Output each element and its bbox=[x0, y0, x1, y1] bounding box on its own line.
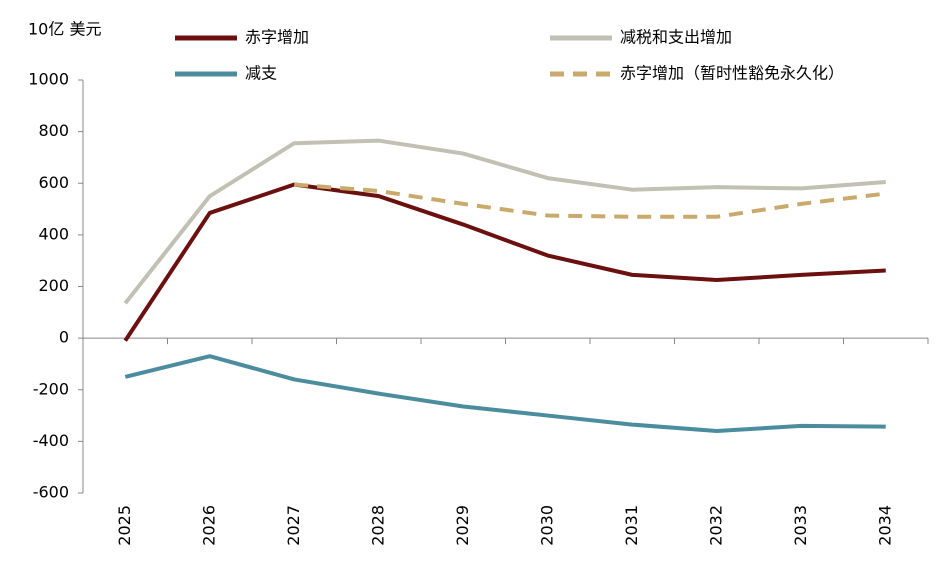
x-tick-label: 2030 bbox=[537, 505, 556, 546]
y-tick-label: -200 bbox=[33, 379, 69, 398]
legend-label: 赤字增加（暂时性豁免永久化） bbox=[620, 64, 844, 83]
x-tick-label: 2032 bbox=[706, 505, 725, 546]
series-line bbox=[123, 138, 886, 305]
x-tick-label: 2034 bbox=[875, 505, 894, 546]
x-tick-label: 2031 bbox=[622, 505, 641, 546]
series-line bbox=[294, 182, 886, 219]
y-tick-label: 800 bbox=[38, 121, 69, 140]
y-tick-label: 200 bbox=[38, 276, 69, 295]
y-tick-label: 400 bbox=[38, 224, 69, 243]
y-tick-label: 1000 bbox=[28, 70, 69, 89]
legend-label: 减支 bbox=[245, 64, 277, 83]
x-tick-label: 2029 bbox=[453, 505, 472, 546]
legend-label: 减税和支出增加 bbox=[620, 28, 732, 47]
y-tick-label: -600 bbox=[33, 483, 69, 502]
series-line bbox=[124, 354, 886, 434]
series-line bbox=[123, 182, 886, 342]
y-tick-label: 600 bbox=[38, 173, 69, 192]
x-tick-label: 2027 bbox=[284, 505, 303, 546]
y-tick-label: 0 bbox=[59, 328, 69, 347]
x-tick-label: 2026 bbox=[199, 505, 218, 546]
legend-label: 赤字增加 bbox=[245, 28, 309, 47]
y-axis-label: 10亿 美元 bbox=[28, 20, 101, 39]
y-tick-label: -400 bbox=[33, 431, 69, 450]
x-tick-label: 2028 bbox=[368, 505, 387, 546]
x-tick-label: 2025 bbox=[115, 505, 134, 546]
x-tick-label: 2033 bbox=[791, 505, 810, 546]
